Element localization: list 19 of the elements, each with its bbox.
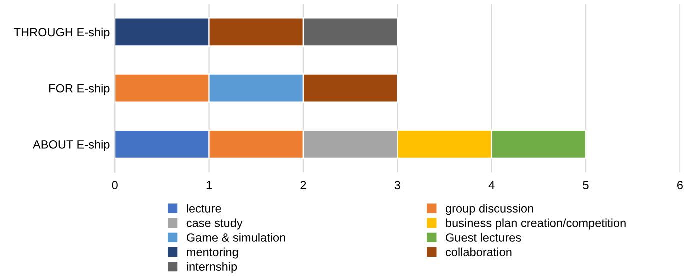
y-tick-label: THROUGH E-ship [14, 28, 110, 39]
legend-label: group discussion [446, 204, 534, 216]
legend-label: mentoring [187, 248, 238, 259]
y-tick-label: FOR E-ship [50, 84, 110, 96]
x-tick-label: 3 [394, 181, 400, 190]
legend-label: internship [187, 262, 238, 274]
legend-label: Guest lectures [446, 233, 522, 242]
x-tick-label: 6 [678, 181, 683, 190]
y-tick-label: ABOUT E-ship [33, 140, 110, 152]
legend-label: business plan creation/competition [446, 218, 626, 230]
legend-label: lecture [187, 204, 222, 213]
legend-label: Game & simulation [186, 233, 286, 242]
x-tick-label: 4 [488, 181, 495, 190]
x-tick-label: 0 [112, 181, 118, 190]
legend-label: case study [186, 218, 243, 230]
x-tick-label: 5 [583, 181, 589, 190]
x-tick-label: 2 [300, 181, 306, 190]
legend-label: collaboration [446, 248, 512, 256]
x-tick-label: 1 [206, 181, 212, 190]
